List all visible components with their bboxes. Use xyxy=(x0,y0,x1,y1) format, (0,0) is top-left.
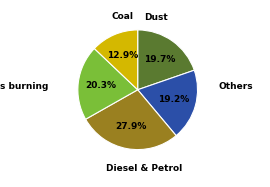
Text: 27.9%: 27.9% xyxy=(115,122,147,131)
Text: Coal: Coal xyxy=(112,12,134,21)
Wedge shape xyxy=(138,30,194,90)
Text: 20.3%: 20.3% xyxy=(85,81,116,90)
Wedge shape xyxy=(86,90,176,150)
Text: Biomass burning: Biomass burning xyxy=(0,82,48,91)
Wedge shape xyxy=(94,30,138,90)
Wedge shape xyxy=(78,48,138,119)
Wedge shape xyxy=(138,70,198,136)
Text: Diesel & Petrol: Diesel & Petrol xyxy=(106,164,182,173)
Text: Others: Others xyxy=(218,82,253,91)
Text: Dust: Dust xyxy=(144,13,167,22)
Text: 19.2%: 19.2% xyxy=(158,95,189,104)
Text: 19.7%: 19.7% xyxy=(144,55,175,64)
Text: 12.9%: 12.9% xyxy=(107,51,139,60)
